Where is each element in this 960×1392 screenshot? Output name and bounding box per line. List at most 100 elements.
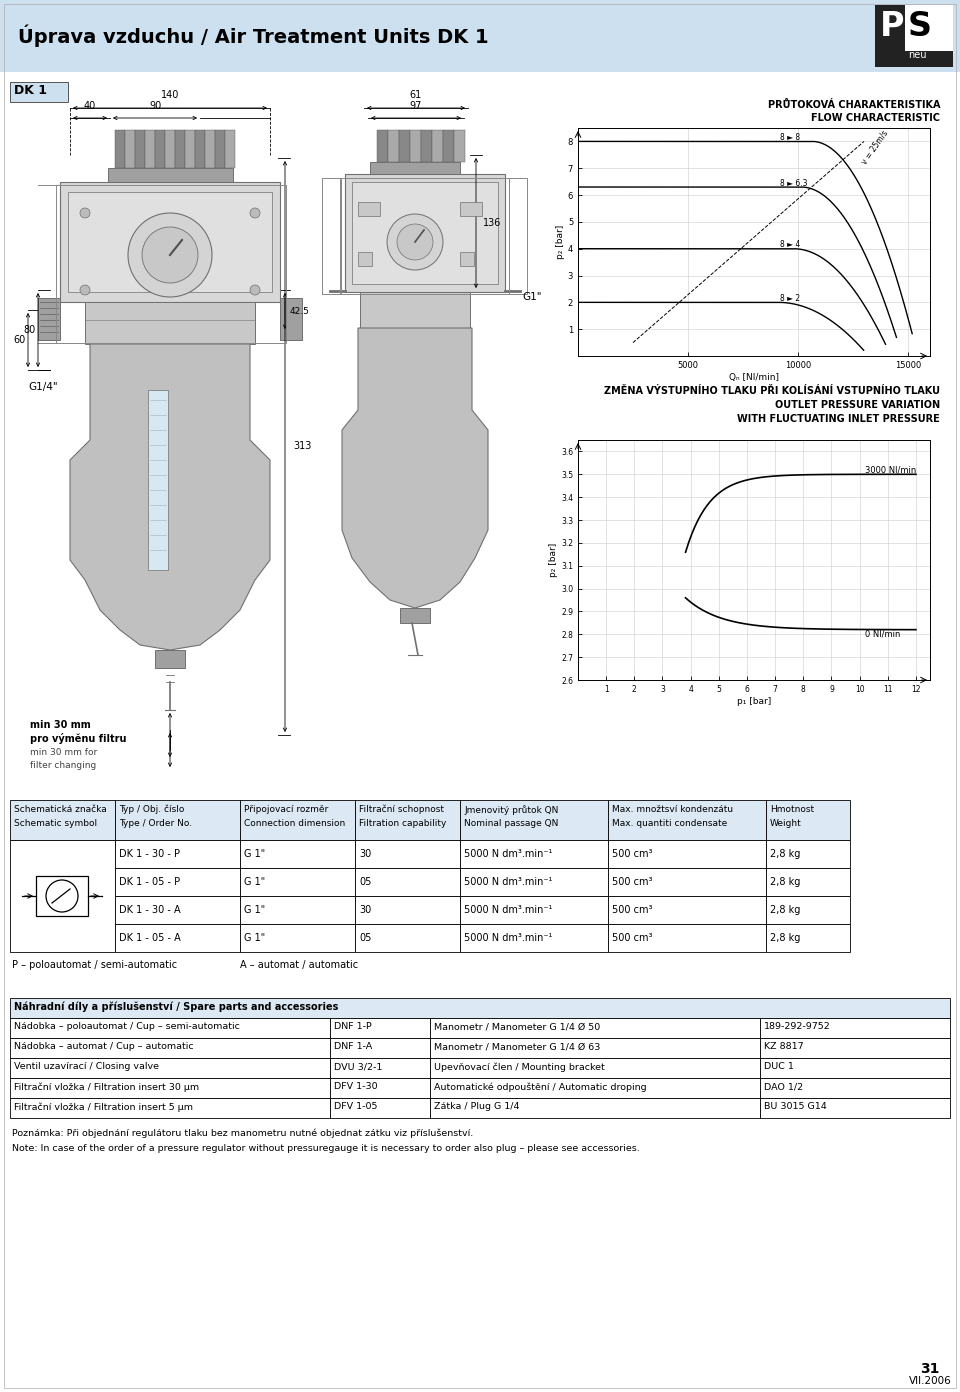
Bar xyxy=(38,298,60,340)
Bar xyxy=(0,0,960,72)
Bar xyxy=(355,839,460,869)
Bar xyxy=(56,185,286,342)
Text: Náhradní díly a příslušenství / Spare parts and accessories: Náhradní díly a příslušenství / Spare pa… xyxy=(14,1002,338,1012)
Text: min 30 mm for: min 30 mm for xyxy=(30,748,97,757)
Bar xyxy=(280,298,302,340)
Circle shape xyxy=(250,285,260,295)
Text: 0 Nl/min: 0 Nl/min xyxy=(865,629,900,639)
Bar xyxy=(135,129,145,168)
Bar xyxy=(10,1077,330,1098)
Bar xyxy=(608,869,766,896)
Bar xyxy=(760,1038,950,1058)
Bar xyxy=(430,1018,760,1038)
Bar xyxy=(608,800,766,839)
Bar xyxy=(460,252,474,266)
Text: 500 cm³: 500 cm³ xyxy=(612,849,653,859)
Bar xyxy=(460,800,608,839)
Bar xyxy=(115,896,240,924)
Bar xyxy=(355,869,460,896)
Text: 5000 N dm³.min⁻¹: 5000 N dm³.min⁻¹ xyxy=(464,849,552,859)
Text: 90: 90 xyxy=(149,102,161,111)
Bar xyxy=(330,1038,430,1058)
Text: Nádobka – automat / Cup – automatic: Nádobka – automat / Cup – automatic xyxy=(14,1043,194,1051)
Text: DK 1 - 30 - A: DK 1 - 30 - A xyxy=(119,905,180,915)
Circle shape xyxy=(250,207,260,219)
Bar xyxy=(148,390,168,569)
Text: BU 3015 G14: BU 3015 G14 xyxy=(764,1102,827,1111)
Text: Zátka / Plug G 1/4: Zátka / Plug G 1/4 xyxy=(434,1102,519,1111)
Bar xyxy=(10,839,115,952)
Bar xyxy=(430,1038,760,1058)
Bar xyxy=(355,800,460,839)
Text: Schematická značka: Schematická značka xyxy=(14,805,107,814)
Text: FLOW CHARACTERISTIC: FLOW CHARACTERISTIC xyxy=(811,113,940,122)
Bar xyxy=(10,1098,330,1118)
Text: 3000 Nl/min: 3000 Nl/min xyxy=(865,465,917,475)
Text: 8 ► 2: 8 ► 2 xyxy=(780,294,801,303)
Bar xyxy=(400,608,430,624)
Bar xyxy=(10,800,115,839)
Text: Max. quantiti condensate: Max. quantiti condensate xyxy=(612,818,728,828)
Bar xyxy=(460,202,482,216)
Bar xyxy=(388,129,399,161)
Bar xyxy=(430,1098,760,1118)
Bar xyxy=(10,82,68,102)
Text: 40: 40 xyxy=(84,102,96,111)
Text: P: P xyxy=(880,10,904,43)
Text: 500 cm³: 500 cm³ xyxy=(612,877,653,887)
Text: G 1": G 1" xyxy=(244,905,265,915)
Text: 5000 N dm³.min⁻¹: 5000 N dm³.min⁻¹ xyxy=(464,933,552,942)
Bar xyxy=(766,800,850,839)
Bar xyxy=(115,129,125,168)
Text: P – poloautomat / semi-automatic: P – poloautomat / semi-automatic xyxy=(12,960,178,970)
Bar xyxy=(352,182,498,284)
Bar xyxy=(760,1018,950,1038)
Bar xyxy=(875,6,953,67)
Text: VII.2006: VII.2006 xyxy=(908,1377,951,1386)
Text: 5000 N dm³.min⁻¹: 5000 N dm³.min⁻¹ xyxy=(464,877,552,887)
Bar xyxy=(330,1098,430,1118)
Bar xyxy=(115,800,240,839)
Bar xyxy=(608,896,766,924)
Text: DNF 1-P: DNF 1-P xyxy=(334,1022,372,1031)
Text: 60: 60 xyxy=(13,335,26,345)
Text: 313: 313 xyxy=(293,441,311,451)
Bar xyxy=(108,168,233,182)
Bar xyxy=(766,869,850,896)
Bar xyxy=(10,1038,330,1058)
Bar xyxy=(358,252,372,266)
Text: 30: 30 xyxy=(359,905,372,915)
Text: Filtrační schopnost: Filtrační schopnost xyxy=(359,805,444,814)
Bar xyxy=(443,129,454,161)
Text: Filtration capability: Filtration capability xyxy=(359,818,446,828)
Bar xyxy=(240,839,355,869)
Text: Connection dimension: Connection dimension xyxy=(244,818,346,828)
Circle shape xyxy=(46,880,78,912)
Bar xyxy=(432,129,443,161)
Bar xyxy=(215,129,225,168)
Bar xyxy=(460,896,608,924)
Polygon shape xyxy=(342,329,488,608)
Circle shape xyxy=(128,213,212,296)
Bar xyxy=(608,839,766,869)
Text: S: S xyxy=(908,10,932,43)
Text: Hmotnost: Hmotnost xyxy=(770,805,814,814)
Text: 2,8 kg: 2,8 kg xyxy=(770,877,801,887)
Bar xyxy=(330,1077,430,1098)
Bar xyxy=(345,174,505,292)
Text: Automatické odpouštění / Automatic droping: Automatické odpouštění / Automatic dropi… xyxy=(434,1082,647,1091)
Bar xyxy=(399,129,410,161)
Bar xyxy=(240,924,355,952)
Text: Filtrační vložka / Filtration insert 30 μm: Filtrační vložka / Filtration insert 30 … xyxy=(14,1082,199,1091)
Text: Připojovací rozměr: Připojovací rozměr xyxy=(244,805,328,814)
Bar xyxy=(330,1018,430,1038)
Text: DNF 1-A: DNF 1-A xyxy=(334,1043,372,1051)
Bar xyxy=(358,202,380,216)
Bar xyxy=(10,998,950,1018)
Text: 05: 05 xyxy=(359,933,372,942)
Text: 42.5: 42.5 xyxy=(290,306,310,316)
Bar xyxy=(115,924,240,952)
X-axis label: p₁ [bar]: p₁ [bar] xyxy=(737,696,771,706)
Bar xyxy=(240,800,355,839)
Bar xyxy=(460,839,608,869)
